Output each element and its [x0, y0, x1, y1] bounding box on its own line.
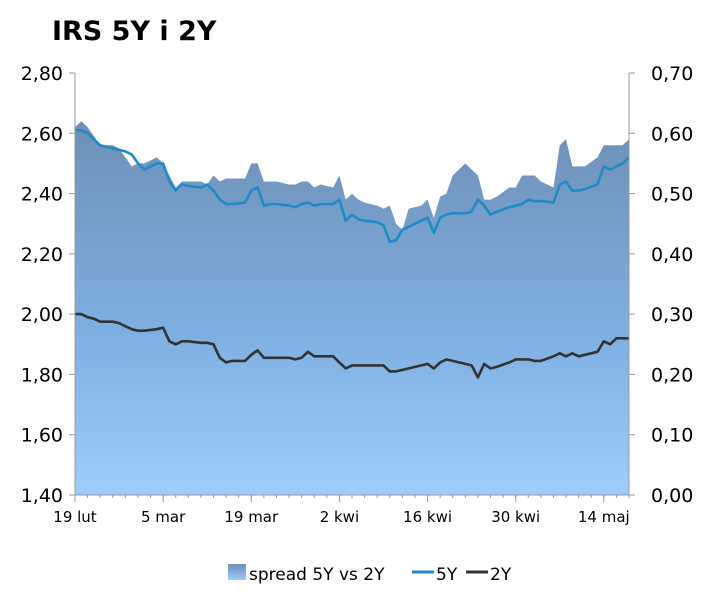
x-tick-label: 19 lut: [53, 508, 97, 526]
legend: spread 5Y vs 2Y 5Y 2Y: [228, 564, 512, 585]
plot-area: [75, 121, 630, 495]
legend-swatch-spread: [228, 564, 246, 580]
x-tick-label: 5 mar: [141, 508, 186, 526]
legend-label-spread: spread 5Y vs 2Y: [249, 565, 385, 585]
left-tick-label: 2,00: [21, 304, 63, 326]
x-tick-label: 16 kwi: [403, 508, 452, 526]
right-tick-label: 0,10: [651, 425, 693, 447]
x-tick-label: 14 maj: [578, 508, 630, 526]
x-tick-label: 30 kwi: [491, 508, 540, 526]
spread-area: [75, 121, 629, 495]
series-line-2y: [75, 312, 629, 379]
x-tick-label: 2 kwi: [320, 508, 359, 526]
left-tick-label: 2,60: [21, 123, 63, 145]
legend-label-5y: 5Y: [436, 565, 458, 585]
right-tick-label: 0,30: [651, 304, 693, 326]
right-axis-ticks: 0,00 0,10 0,20 0,30 0,40 0,50 0,60 0,70: [629, 63, 693, 507]
left-tick-label: 1,80: [21, 364, 63, 386]
right-tick-label: 0,40: [651, 244, 693, 266]
legend-label-2y: 2Y: [490, 565, 512, 585]
right-tick-label: 0,00: [651, 485, 693, 507]
x-axis-ticks: 19 lut 5 mar 19 mar 2 kwi 16 kwi 30 kwi 14 maj: [53, 495, 630, 526]
left-axis-ticks: 1,40 1,60 1,80 2,00 2,20 2,40 2,60 2,80: [21, 63, 75, 507]
right-tick-label: 0,20: [651, 364, 693, 386]
left-tick-label: 1,60: [21, 425, 63, 447]
left-tick-label: 2,40: [21, 184, 63, 206]
series-line-5y: [75, 129, 630, 244]
right-tick-label: 0,50: [651, 184, 693, 206]
right-tick-label: 0,70: [651, 63, 693, 85]
chart-title: IRS 5Y i 2Y: [52, 16, 217, 47]
left-tick-label: 2,20: [21, 244, 63, 266]
right-tick-label: 0,60: [651, 123, 693, 145]
left-tick-label: 1,40: [21, 485, 63, 507]
x-tick-label: 19 mar: [224, 508, 279, 526]
left-tick-label: 2,80: [21, 63, 63, 85]
